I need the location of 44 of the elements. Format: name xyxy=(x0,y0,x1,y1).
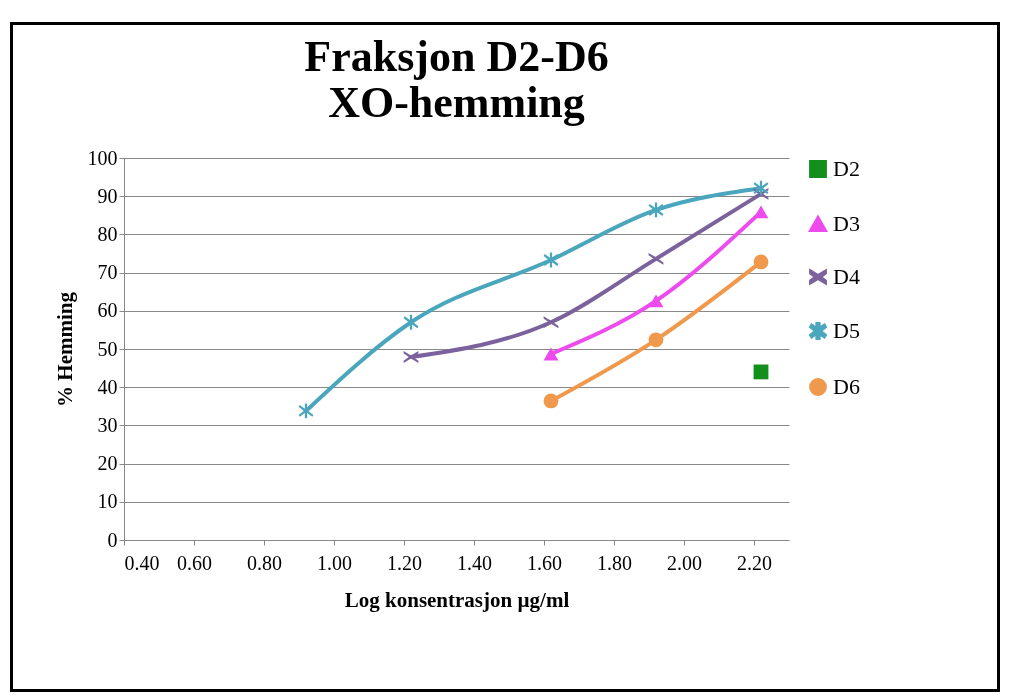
legend-label: D4 xyxy=(833,264,860,289)
legend-label: D6 xyxy=(833,374,860,399)
y-tick-label: 80 xyxy=(97,222,118,245)
point xyxy=(543,347,559,361)
y-tick-label: 60 xyxy=(97,299,118,322)
point xyxy=(298,403,314,419)
point xyxy=(403,314,419,330)
point xyxy=(648,202,664,218)
point xyxy=(753,364,769,380)
legend-label: D5 xyxy=(833,318,860,343)
chart-title: Fraksjon D2-D6 XO-hemming xyxy=(304,32,609,127)
x-tick-label: 0.80 xyxy=(247,551,282,574)
y-tick-label: 70 xyxy=(97,261,118,284)
point xyxy=(753,180,769,196)
point xyxy=(403,351,419,363)
x-axis-title: Log konsentrasjon µg/ml xyxy=(344,587,570,612)
y-tick-label: 0 xyxy=(107,528,118,551)
y-tick-label: 90 xyxy=(97,184,118,207)
x-tick-label: 1.20 xyxy=(387,551,422,574)
x-tick-label: 1.80 xyxy=(597,551,632,574)
point xyxy=(648,252,664,265)
y-tick-label: 40 xyxy=(97,375,118,398)
point xyxy=(543,393,559,409)
x-tick-label: 0.40 xyxy=(124,551,160,574)
point xyxy=(648,332,664,348)
legend-label: D3 xyxy=(833,211,860,236)
y-tick-label: 50 xyxy=(97,337,118,360)
x-tick-label: 1.60 xyxy=(527,551,562,574)
x-tick-label: 0.60 xyxy=(177,551,212,574)
point xyxy=(753,205,769,219)
x-tick-label: 1.40 xyxy=(457,551,492,574)
y-axis-title: % Hemming xyxy=(52,291,77,407)
point xyxy=(543,316,559,329)
y-tick-label: 100 xyxy=(87,146,118,169)
x-tick-label: 2.00 xyxy=(667,551,702,574)
y-tick-label: 30 xyxy=(97,413,118,436)
legend-label: D2 xyxy=(833,156,860,181)
point xyxy=(753,254,769,270)
x-tick-label: 2.20 xyxy=(737,551,772,574)
y-tick-label: 10 xyxy=(97,490,118,513)
point xyxy=(648,294,664,308)
x-tick-label: 1.00 xyxy=(317,551,352,574)
y-tick-label: 20 xyxy=(97,452,118,475)
point xyxy=(543,252,559,268)
